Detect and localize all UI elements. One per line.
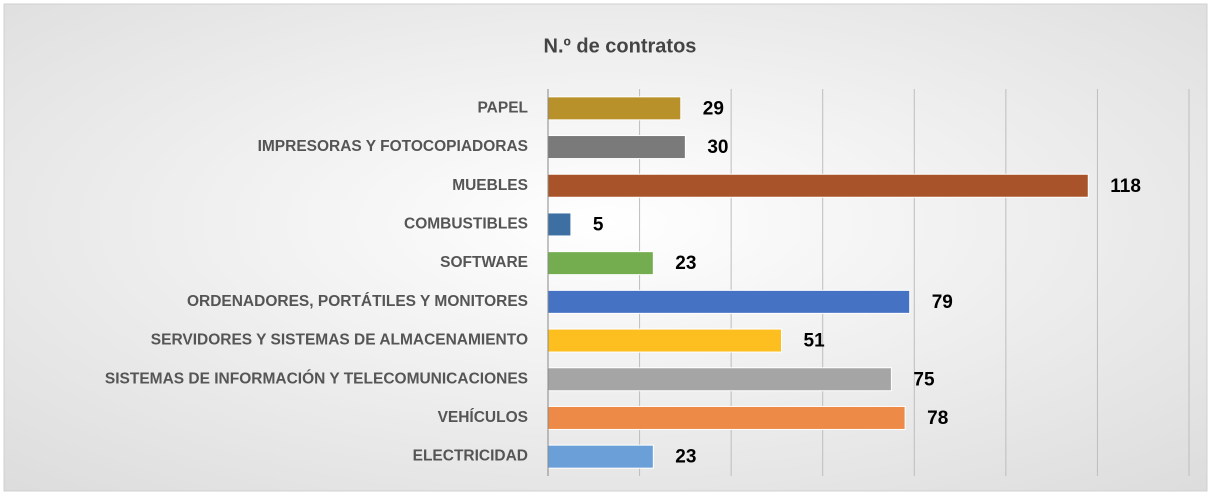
data-label: 23 <box>675 253 696 274</box>
y-tick-label: ELECTRICIDAD <box>413 448 528 465</box>
y-tick-label: IMPRESORAS Y FOTOCOPIADORAS <box>258 138 528 155</box>
bar <box>547 212 572 237</box>
bar <box>547 328 783 353</box>
data-label: 5 <box>593 214 604 235</box>
y-tick-label: COMBUSTIBLES <box>404 216 528 233</box>
bar <box>547 96 682 121</box>
y-tick-label: PAPEL <box>477 99 528 116</box>
data-label: 30 <box>707 137 728 158</box>
y-tick-label: ORDENADORES, PORTÁTILES Y MONITORES <box>187 293 528 310</box>
data-label: 79 <box>932 292 953 313</box>
data-label: 75 <box>913 369 935 390</box>
bar <box>547 367 892 392</box>
bar <box>547 289 911 314</box>
y-tick-label: MUEBLES <box>452 177 528 194</box>
bar <box>547 405 906 430</box>
data-label: 78 <box>927 408 948 429</box>
y-tick-label: SERVIDORES Y SISTEMAS DE ALMACENAMIENTO <box>151 332 528 349</box>
bar <box>547 135 686 160</box>
bar <box>547 444 654 469</box>
chart-title: N.º de contratos <box>544 35 697 57</box>
bar <box>547 173 1089 198</box>
data-label: 29 <box>703 98 724 119</box>
data-label: 23 <box>675 447 696 468</box>
data-label: 51 <box>804 331 826 352</box>
y-tick-label: SOFTWARE <box>440 254 528 271</box>
data-label: 118 <box>1110 176 1141 197</box>
y-tick-label: SISTEMAS DE INFORMACIÓN Y TELECOMUNICACI… <box>105 369 528 387</box>
bar <box>547 251 654 276</box>
y-tick-label: VEHÍCULOS <box>438 409 528 426</box>
